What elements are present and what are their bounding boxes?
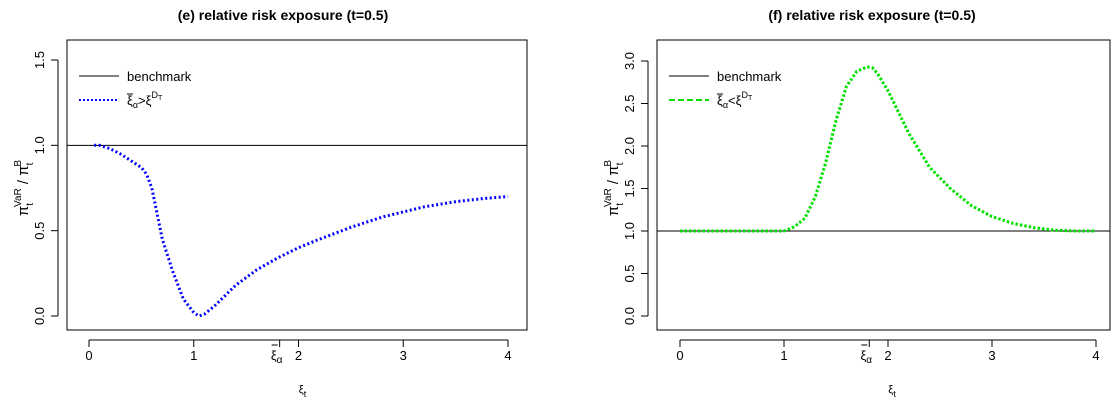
legend: benchmark ξα<ξDT xyxy=(669,69,782,110)
x-tick-label: 0 xyxy=(676,348,683,363)
y-tick-label: 0.0 xyxy=(32,307,47,325)
y-tick-label: 1.5 xyxy=(32,51,47,69)
y-tick-label: 0.0 xyxy=(622,307,637,325)
x-tick-label-xi-alpha: ξα xyxy=(860,348,872,366)
x-tick-label: 4 xyxy=(1092,348,1099,363)
legend-label: benchmark xyxy=(127,69,192,84)
ratio-curve xyxy=(94,143,509,318)
y-tick-label: 1.0 xyxy=(622,222,637,240)
plot-frame xyxy=(656,39,1111,331)
y-tick-label: 1.5 xyxy=(622,179,637,197)
x-tick-label-xi-alpha: ξα xyxy=(271,348,283,366)
y-tick-label: 3.0 xyxy=(622,52,637,70)
x-tick-label: 2 xyxy=(295,348,302,363)
x-tick-label: 3 xyxy=(988,348,995,363)
x-tick-label: 0 xyxy=(85,348,92,363)
chart-title: (e) relative risk exposure (t=0.5) xyxy=(178,7,389,23)
x-tick-label: 1 xyxy=(190,348,197,363)
y-axis-label: πtVaR / πtB xyxy=(13,160,36,217)
x-axis-label: ξt xyxy=(888,384,896,399)
x-axis-label: ξt xyxy=(299,384,307,399)
y-tick-label: 2.0 xyxy=(622,137,637,155)
legend-label: ξα>ξDT xyxy=(127,90,163,110)
chart-title: (f) relative risk exposure (t=0.5) xyxy=(768,7,975,23)
legend-label: ξα<ξDT xyxy=(717,90,753,110)
y-tick-label: 2.5 xyxy=(622,94,637,112)
x-tick-label: 3 xyxy=(400,348,407,363)
x-tick-label: 1 xyxy=(780,348,787,363)
ratio-curve xyxy=(680,65,1096,233)
y-axis-label: πtVaR / πtB xyxy=(603,160,626,217)
y-tick-label: 0.5 xyxy=(32,222,47,240)
chart-panel-e: (e) relative risk exposure (t=0.5) 0 1 2 3 4 ξ… xyxy=(13,7,528,399)
legend: benchmark ξα>ξDT xyxy=(79,69,192,110)
x-tick-label: 4 xyxy=(504,348,511,363)
y-tick-label: 1.0 xyxy=(32,136,47,154)
plot-frame xyxy=(66,39,528,331)
legend-label: benchmark xyxy=(717,69,782,84)
chart-panel-f: (f) relative risk exposure (t=0.5) 0 1 2 3 4 ξ… xyxy=(603,7,1111,399)
y-tick-label: 0.5 xyxy=(622,264,637,282)
x-tick-label: 2 xyxy=(884,348,891,363)
